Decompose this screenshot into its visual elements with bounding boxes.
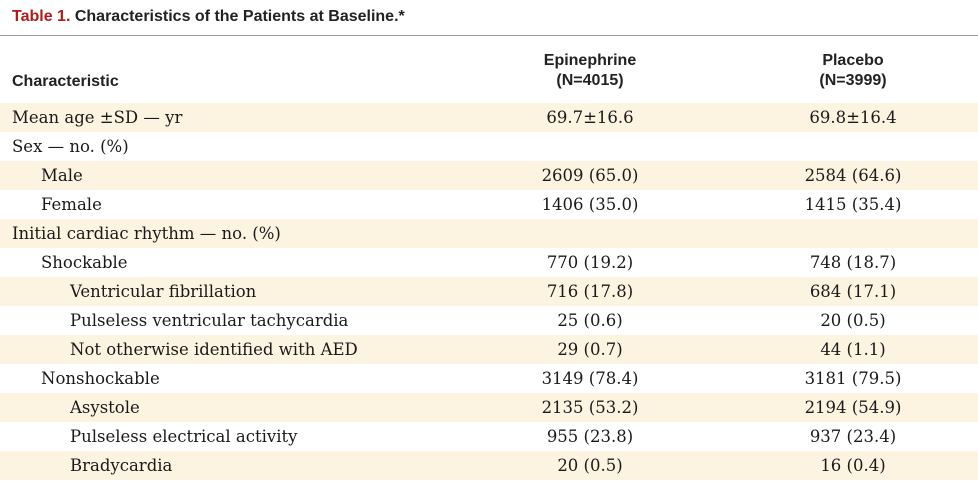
cell-epinephrine: 2135 (53.2) [541,398,639,417]
cell-placebo: 69.8±16.4 [809,108,897,127]
table-number: Table 1. [12,8,71,25]
header-placebo: Placebo (N=3999) [753,51,953,91]
table-caption: Characteristics of the Patients at Basel… [74,8,405,25]
cell-epinephrine: 3149 (78.4) [541,369,639,388]
row-label: Initial cardiac rhythm — no. (%) [12,224,281,243]
cell-placebo: 44 (1.1) [820,340,886,359]
table-row: Mean age ±SD — yr 69.7±16.6 69.8±16.4 [0,103,978,132]
row-label: Pulseless ventricular tachycardia [70,311,349,330]
table-row: Sex — no. (%) [0,132,978,161]
row-label: Male [41,166,83,185]
table-row: Pulseless ventricular tachycardia 25 (0.6… [0,306,978,335]
cell-epinephrine: 2609 (65.0) [541,166,639,185]
cell-placebo: 684 (17.1) [809,282,897,301]
cell-epinephrine: 20 (0.5) [557,456,623,475]
row-label: Bradycardia [70,456,173,475]
cell-placebo: 937 (23.4) [809,427,897,446]
header-characteristic: Characteristic [12,73,119,90]
row-label: Mean age ±SD — yr [12,108,183,127]
table-row: Bradycardia 20 (0.5) 16 (0.4) [0,451,978,480]
cell-epinephrine: 29 (0.7) [557,340,623,359]
header-placebo-n: (N=3999) [819,72,887,89]
header-epinephrine-name: Epinephrine [543,52,637,69]
table-header: Characteristic Epinephrine (N=4015) Plac… [0,36,978,103]
table-row: Male 2609 (65.0) 2584 (64.6) [0,161,978,190]
row-label: Ventricular fibrillation [70,282,257,301]
header-epinephrine-n: (N=4015) [556,72,624,89]
table-row: Female 1406 (35.0) 1415 (35.4) [0,190,978,219]
table-body: Mean age ±SD — yr 69.7±16.6 69.8±16.4 Sex —… [0,103,978,480]
table-row: Not otherwise identified with AED 29 (0.7… [0,335,978,364]
cell-epinephrine: 69.7±16.6 [546,108,634,127]
cell-epinephrine: 770 (19.2) [546,253,634,272]
row-label: Pulseless electrical activity [70,427,298,446]
cell-placebo: 20 (0.5) [820,311,886,330]
table-row: Ventricular fibrillation 716 (17.8) 684 (1… [0,277,978,306]
cell-placebo: 2584 (64.6) [804,166,902,185]
row-label: Not otherwise identified with AED [70,340,358,359]
table-row: Shockable 770 (19.2) 748 (18.7) [0,248,978,277]
row-label: Sex — no. (%) [12,137,129,156]
table-row: Asystole 2135 (53.2) 2194 (54.9) [0,393,978,422]
row-label: Asystole [70,398,140,417]
table-row: Pulseless electrical activity 955 (23.8) 9… [0,422,978,451]
cell-placebo: 748 (18.7) [809,253,897,272]
row-label: Female [41,195,102,214]
table-row: Initial cardiac rhythm — no. (%) [0,219,978,248]
header-epinephrine: Epinephrine (N=4015) [490,51,690,91]
cell-placebo: 2194 (54.9) [804,398,902,417]
table-row: Nonshockable 3149 (78.4) 3181 (79.5) [0,364,978,393]
cell-placebo: 3181 (79.5) [804,369,902,388]
cell-placebo: 16 (0.4) [820,456,886,475]
row-label: Nonshockable [41,369,160,388]
cell-placebo: 1415 (35.4) [804,195,902,214]
cell-epinephrine: 25 (0.6) [557,311,623,330]
cell-epinephrine: 1406 (35.0) [541,195,639,214]
cell-epinephrine: 955 (23.8) [546,427,634,446]
row-label: Shockable [41,253,128,272]
cell-epinephrine: 716 (17.8) [546,282,634,301]
header-placebo-name: Placebo [822,52,884,69]
table-title: Table 1. Characteristics of the Patients… [0,0,978,36]
